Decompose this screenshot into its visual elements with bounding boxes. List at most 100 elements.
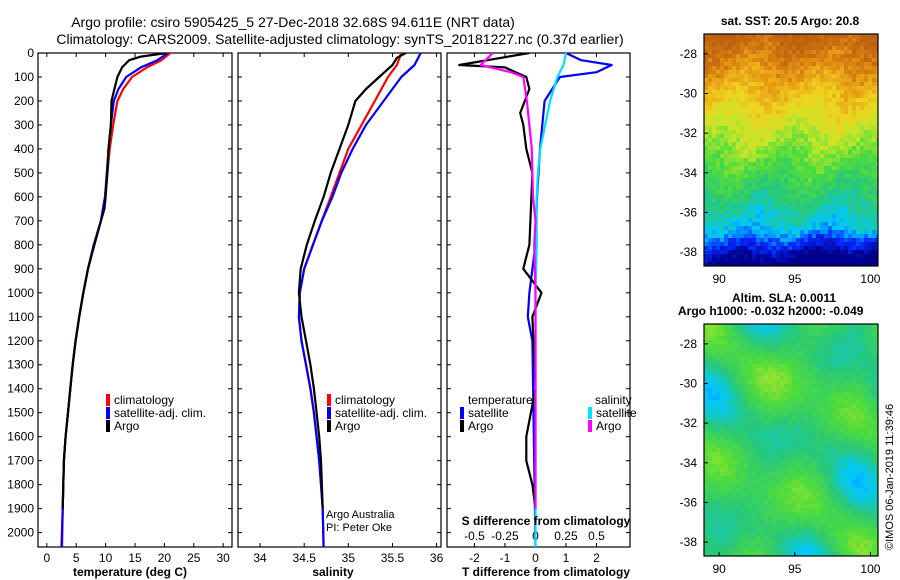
- map-cell: [732, 508, 737, 513]
- map-cell: [792, 356, 797, 361]
- map-cell: [812, 352, 817, 357]
- map-cell: [864, 242, 869, 247]
- map-cell: [764, 82, 769, 87]
- map-cell: [796, 380, 801, 385]
- map-cell: [728, 194, 733, 199]
- map-cell: [744, 420, 749, 425]
- map-cell: [760, 122, 765, 127]
- map-cell: [764, 166, 769, 171]
- map-cell: [856, 336, 861, 341]
- map-cell: [812, 376, 817, 381]
- map-cell: [712, 238, 717, 243]
- map-cell: [784, 328, 789, 333]
- map-cell: [852, 106, 857, 111]
- map-cell: [744, 210, 749, 215]
- map-cell: [720, 210, 725, 215]
- map-cell: [836, 82, 841, 87]
- map-cell: [768, 118, 773, 123]
- map-cell: [728, 38, 733, 43]
- map-cell: [848, 436, 853, 441]
- map-cell: [800, 150, 805, 155]
- legend-label-satellite: satellite-adj. clim.: [114, 406, 206, 420]
- map-cell: [728, 154, 733, 159]
- map-cell: [836, 512, 841, 517]
- map-cell: [864, 328, 869, 333]
- map-cell: [828, 250, 833, 255]
- map-cell: [756, 158, 761, 163]
- map-cell: [812, 122, 817, 127]
- map-cell: [856, 130, 861, 135]
- map-cell: [796, 94, 801, 99]
- map-cell: [764, 360, 769, 365]
- map-cell: [844, 34, 849, 39]
- map-cell: [796, 42, 801, 47]
- map-cell: [752, 126, 757, 131]
- map-cell: [856, 102, 861, 107]
- map-cell: [752, 134, 757, 139]
- map-cell: [796, 190, 801, 195]
- map-cell: [808, 352, 813, 357]
- map-cell: [736, 258, 741, 263]
- map-cell: [792, 364, 797, 369]
- map-cell: [732, 448, 737, 453]
- map-cell: [848, 182, 853, 187]
- map-cell: [844, 190, 849, 195]
- map-cell: [748, 114, 753, 119]
- map-cell: [716, 420, 721, 425]
- map-cell: [812, 118, 817, 123]
- map-cell: [796, 62, 801, 67]
- map-cell: [736, 452, 741, 457]
- map-cell: [712, 138, 717, 143]
- map-cell: [756, 114, 761, 119]
- map-cell: [796, 110, 801, 115]
- map-cell: [784, 448, 789, 453]
- map-cell: [772, 424, 777, 429]
- map-cell: [860, 218, 865, 223]
- map-cell: [796, 420, 801, 425]
- map-cell: [860, 384, 865, 389]
- map-cell: [792, 444, 797, 449]
- map-cell: [852, 154, 857, 159]
- map-cell: [836, 424, 841, 429]
- map-cell: [704, 90, 709, 95]
- map-cell: [768, 254, 773, 259]
- map-cell: [760, 38, 765, 43]
- map-cell: [848, 392, 853, 397]
- map-cell: [716, 138, 721, 143]
- map-cell: [800, 368, 805, 373]
- map-cell: [744, 250, 749, 255]
- map-cell: [804, 186, 809, 191]
- map-cell: [848, 424, 853, 429]
- map-cell: [800, 456, 805, 461]
- map-cell: [852, 460, 857, 465]
- map-cell: [772, 230, 777, 235]
- map-cell: [832, 372, 837, 377]
- map-cell: [792, 250, 797, 255]
- map-cell: [780, 496, 785, 501]
- map-cell: [728, 404, 733, 409]
- map-cell: [804, 166, 809, 171]
- map-cell: [768, 82, 773, 87]
- map-cell: [704, 126, 709, 131]
- map-cell: [864, 98, 869, 103]
- map-cell: [708, 166, 713, 171]
- map-cell: [708, 336, 713, 341]
- map-cell: [740, 460, 745, 465]
- map-cell: [788, 456, 793, 461]
- map-cell: [832, 480, 837, 485]
- map-cell: [736, 114, 741, 119]
- map-cell: [848, 254, 853, 259]
- map-cell: [852, 336, 857, 341]
- map-cell: [744, 82, 749, 87]
- map-cell: [704, 58, 709, 63]
- map-cell: [796, 70, 801, 75]
- map-cell: [848, 130, 853, 135]
- map-cell: [876, 504, 878, 509]
- map-cell: [876, 424, 878, 429]
- map-cell: [704, 82, 709, 87]
- map-cell: [848, 508, 853, 513]
- map-cell: [872, 118, 877, 123]
- map-cell: [840, 384, 845, 389]
- map-cell: [824, 396, 829, 401]
- map-cell: [812, 54, 817, 59]
